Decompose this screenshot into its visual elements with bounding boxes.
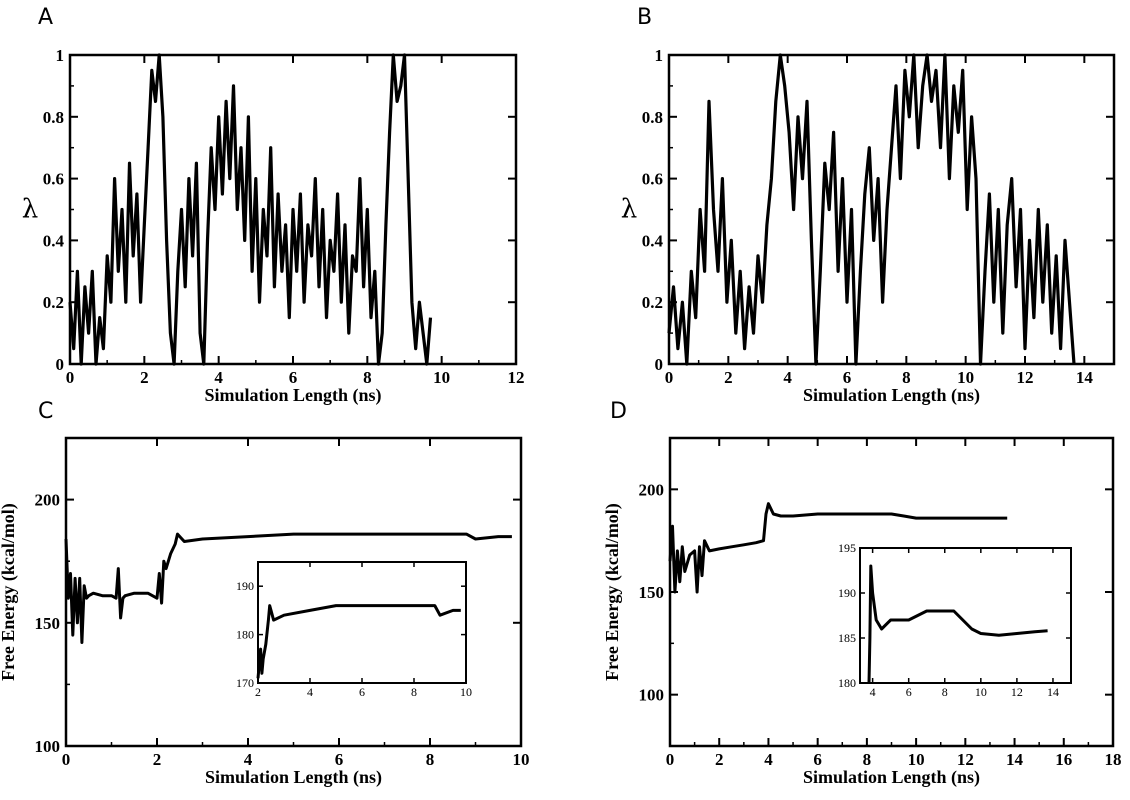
inset-frame xyxy=(859,547,1072,684)
y-tick-label: 0 xyxy=(655,355,664,374)
x-axis-title: Simulation Length (ns) xyxy=(205,767,382,788)
series-line xyxy=(668,502,1008,594)
series-line xyxy=(68,53,433,366)
x-tick-label: 8 xyxy=(426,750,435,769)
x-tick-label: 10 xyxy=(513,750,530,769)
series-line xyxy=(667,53,1076,366)
y-tick-label: 0.6 xyxy=(43,170,64,189)
y-tick-label: 1 xyxy=(655,46,664,65)
panel-letter: A xyxy=(38,5,53,30)
x-axis-title: Simulation Length (ns) xyxy=(204,385,381,406)
inset-x-tick-label: 4 xyxy=(870,685,876,699)
y-tick-label: 0.2 xyxy=(642,293,663,312)
y-tick-label: 200 xyxy=(35,491,61,510)
y-tick-label: 100 xyxy=(35,737,61,756)
inset-x-tick-label: 10 xyxy=(975,685,987,699)
series-line xyxy=(64,532,512,644)
inset-y-tick-label: 185 xyxy=(838,631,856,645)
panel-letter: C xyxy=(38,399,53,424)
y-axis-title: λ xyxy=(22,195,38,225)
inset-x-tick-label: 6 xyxy=(906,685,912,699)
y-tick-label: 0.8 xyxy=(642,108,663,127)
inset-y-tick-label: 180 xyxy=(838,676,856,690)
x-tick-label: 14 xyxy=(1006,750,1024,769)
inset-series-line xyxy=(256,604,461,679)
x-tick-label: 8 xyxy=(363,368,372,387)
inset-x-tick-label: 12 xyxy=(1011,685,1023,699)
inset-x-tick-label: 8 xyxy=(942,685,948,699)
x-axis-title: Simulation Length (ns) xyxy=(803,767,980,788)
inset-plot: 4 6 8 10 12 14 180 185 190 195 xyxy=(838,541,1072,699)
x-tick-label: 0 xyxy=(66,368,75,387)
x-tick-label: 16 xyxy=(1055,750,1072,769)
inset-x-tick-label: 14 xyxy=(1047,685,1059,699)
x-tick-label: 6 xyxy=(289,368,298,387)
x-tick-label: 4 xyxy=(764,750,773,769)
y-tick-label: 150 xyxy=(35,614,61,633)
y-tick-label: 0 xyxy=(56,355,65,374)
inset-x-tick-label: 10 xyxy=(460,685,472,699)
inset-x-tick-label: 6 xyxy=(359,685,365,699)
x-tick-label: 12 xyxy=(957,750,974,769)
inset-x-tick-label: 2 xyxy=(255,685,261,699)
panel-d: D 0 2 4 6 8 10 12 14 16 18 100 150 200 Simulation Leng… xyxy=(602,399,1122,788)
y-tick-label: 0.6 xyxy=(642,170,663,189)
x-axis-title: Simulation Length (ns) xyxy=(803,385,980,406)
x-tick-label: 0 xyxy=(666,750,675,769)
x-tick-label: 4 xyxy=(783,368,792,387)
x-tick-label: 2 xyxy=(715,750,724,769)
y-tick-label: 0.2 xyxy=(43,293,64,312)
panel-letter: B xyxy=(637,5,652,30)
x-tick-label: 8 xyxy=(863,750,872,769)
x-tick-label: 10 xyxy=(433,368,450,387)
inset-y-tick-label: 195 xyxy=(838,541,856,555)
x-tick-label: 6 xyxy=(335,750,344,769)
inset-y-tick-label: 180 xyxy=(236,628,254,642)
inset-x-tick-label: 4 xyxy=(307,685,313,699)
panel-letter: D xyxy=(610,399,627,424)
y-tick-label: 0.4 xyxy=(43,231,65,250)
y-tick-label: 150 xyxy=(639,583,665,602)
y-axis-title: λ xyxy=(621,195,637,225)
x-tick-label: 4 xyxy=(244,750,253,769)
x-tick-label: 6 xyxy=(813,750,822,769)
x-tick-label: 4 xyxy=(214,368,223,387)
y-tick-label: 1 xyxy=(56,46,65,65)
inset-y-tick-label: 170 xyxy=(236,676,254,690)
x-tick-label: 0 xyxy=(62,750,71,769)
x-tick-label: 2 xyxy=(724,368,733,387)
inset-y-tick-label: 190 xyxy=(838,586,856,600)
x-tick-label: 10 xyxy=(908,750,925,769)
x-tick-label: 2 xyxy=(140,368,149,387)
panel-c: C 0 2 4 6 8 10 100 150 200 Simulation Length (ns) F… xyxy=(0,399,530,788)
x-tick-label: 18 xyxy=(1105,750,1122,769)
panel-b: B 0 2 4 6 8 10 12 14 0 0.2 0.4 0.6 0.8 1 Simulation Len… xyxy=(621,5,1116,406)
y-tick-label: 0.8 xyxy=(43,108,64,127)
panel-a: A 0 2 4 6 8 10 12 0 0.2 0.4 0.6 0.8 1 Simulation Lengt… xyxy=(22,5,525,406)
y-tick-label: 100 xyxy=(639,686,665,705)
x-tick-label: 6 xyxy=(843,368,852,387)
x-tick-label: 14 xyxy=(1076,368,1094,387)
inset-series-line xyxy=(867,564,1048,684)
y-tick-label: 200 xyxy=(639,480,665,499)
x-tick-label: 12 xyxy=(508,368,525,387)
x-tick-label: 12 xyxy=(1017,368,1034,387)
y-tick-label: 0.4 xyxy=(642,231,664,250)
x-tick-label: 10 xyxy=(957,368,974,387)
y-axis-title: Free Energy (kcal/mol) xyxy=(0,503,19,681)
x-tick-label: 0 xyxy=(665,368,674,387)
inset-x-tick-label: 8 xyxy=(411,685,417,699)
y-axis-title: Free Energy (kcal/mol) xyxy=(602,503,623,681)
inset-frame xyxy=(257,561,467,684)
inset-y-tick-label: 190 xyxy=(236,579,254,593)
x-tick-label: 2 xyxy=(153,750,162,769)
x-tick-label: 8 xyxy=(902,368,911,387)
inset-plot: 2 4 6 8 10 170 180 190 xyxy=(236,561,472,699)
